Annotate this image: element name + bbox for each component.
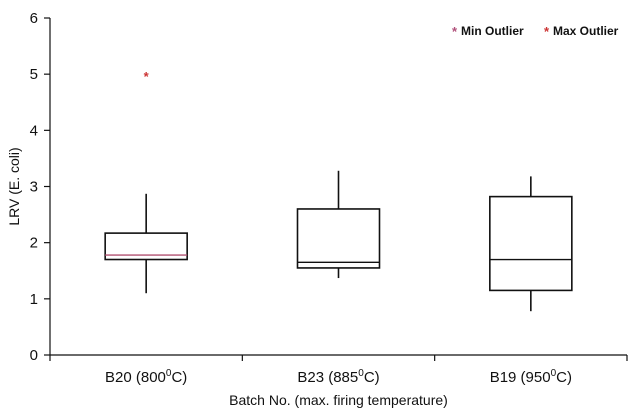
y-tick-label: 2 — [30, 235, 38, 252]
legend-label: Min Outlier — [461, 24, 524, 38]
box-iqr — [490, 197, 572, 291]
box-group: * — [105, 69, 187, 293]
legend-label: Max Outlier — [553, 24, 619, 38]
x-ticks: B20 (8000C) B23 (8850C) B19 (9500C) — [50, 355, 627, 386]
y-tick-label: 4 — [30, 122, 38, 139]
x-category-label: B23 (8850C) — [297, 368, 379, 386]
x-axis: B20 (8000C) B23 (8850C) B19 (9500C) — [50, 355, 627, 386]
y-tick-label: 0 — [30, 347, 38, 364]
box-group — [298, 171, 380, 278]
x-axis-title: Batch No. (max. firing temperature) — [229, 392, 448, 408]
legend-marker: * — [452, 24, 458, 39]
legend-marker: * — [544, 24, 550, 39]
y-ticks: 0 1 2 3 4 5 6 — [30, 10, 50, 364]
boxes: * — [105, 69, 572, 311]
y-tick-label: 5 — [30, 66, 38, 83]
box-iqr — [298, 209, 380, 268]
y-tick-label: 1 — [30, 291, 38, 308]
x-category-label: B20 (8000C) — [105, 368, 187, 386]
max-outlier-marker: * — [144, 69, 150, 84]
y-tick-label: 6 — [30, 10, 38, 27]
y-axis: 0 1 2 3 4 5 6 — [30, 10, 50, 364]
y-axis-title: LRV (E. coli) — [6, 147, 22, 225]
legend: * Min Outlier * Max Outlier — [452, 24, 619, 39]
y-tick-label: 3 — [30, 179, 38, 196]
box-group — [490, 176, 572, 311]
x-category-label: B19 (9500C) — [490, 368, 572, 386]
